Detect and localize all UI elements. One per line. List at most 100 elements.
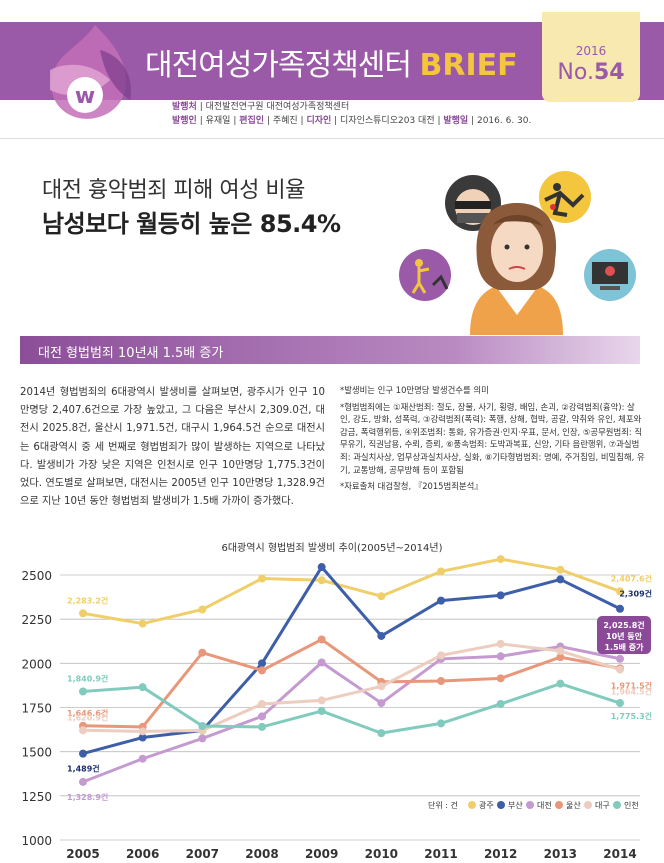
note-item: *자료출처 대검찰청, 『2015범죄분석』 bbox=[340, 481, 483, 492]
legend-label: 인천 bbox=[624, 800, 639, 810]
data-point bbox=[79, 687, 87, 696]
body-paragraph: 2014년 형법범죄의 6대광역시 발생비를 살펴보면, 광주시가 인구 10만… bbox=[20, 387, 325, 508]
data-point bbox=[377, 729, 386, 738]
x-tick-label: 2012 bbox=[484, 847, 517, 861]
callout-text: 10년 동안 bbox=[606, 631, 643, 641]
meta-label: 발행인 bbox=[172, 116, 197, 126]
legend-label: 대구 bbox=[595, 801, 610, 810]
data-point bbox=[496, 699, 505, 708]
data-point bbox=[138, 754, 147, 763]
legend-label: 광주 bbox=[479, 800, 494, 810]
falling-person-icon bbox=[539, 171, 591, 223]
data-point bbox=[317, 658, 326, 667]
data-point bbox=[258, 666, 266, 675]
brand-title: 대전여성가족정책센터 BRIEF bbox=[145, 48, 518, 83]
legend-label: 울산 bbox=[566, 800, 581, 810]
data-point bbox=[377, 699, 386, 708]
data-point bbox=[317, 563, 326, 572]
meta-separator: | bbox=[434, 116, 444, 126]
data-point bbox=[258, 699, 266, 708]
headline-line-2: 남성보다 월등히 높은 85.4% bbox=[42, 210, 341, 238]
note-item: *형법범죄에는 ①재산범죄: 절도, 장물, 사기, 횡령, 배임, 손괴, ②… bbox=[340, 401, 645, 475]
header: w 대전여성가족정책센터 BRIEF 2016 No.54 발행처 | 대전발전… bbox=[0, 0, 664, 135]
x-tick-label: 2008 bbox=[245, 847, 278, 861]
y-tick-label: 1000 bbox=[21, 834, 52, 848]
data-point bbox=[198, 734, 207, 743]
x-tick-label: 2005 bbox=[66, 847, 99, 861]
x-tick-label: 2006 bbox=[126, 847, 159, 861]
data-point bbox=[377, 592, 386, 601]
data-point bbox=[258, 722, 266, 731]
data-point bbox=[496, 652, 505, 661]
data-point bbox=[496, 674, 505, 683]
series-line bbox=[82, 557, 621, 626]
data-point bbox=[258, 574, 266, 583]
headline-line-1: 대전 흉악범죄 피해 여성 비율 bbox=[42, 178, 305, 203]
crime-illustration bbox=[399, 171, 636, 335]
data-point bbox=[496, 639, 505, 648]
data-point bbox=[437, 567, 445, 576]
data-point bbox=[377, 631, 386, 640]
y-tick-label: 1250 bbox=[21, 790, 52, 804]
legend-label: 부산 bbox=[508, 800, 523, 810]
data-point bbox=[437, 677, 445, 685]
legend-swatch bbox=[555, 801, 563, 809]
meta-label: 편집인 bbox=[239, 116, 265, 126]
data-point bbox=[556, 679, 565, 688]
start-value-label: 1,489건 bbox=[67, 764, 100, 774]
data-point bbox=[317, 576, 326, 585]
legend-swatch bbox=[526, 801, 534, 809]
legend-unit: 단위 : 건 bbox=[428, 800, 458, 810]
data-point bbox=[556, 575, 565, 584]
line-chart: 1000 1250 1500 1750 2000 2250 2500 2005 2006 2007… bbox=[21, 555, 652, 861]
worried-woman-figure bbox=[470, 203, 563, 335]
data-point bbox=[437, 596, 445, 605]
data-point bbox=[496, 591, 505, 600]
data-point bbox=[198, 648, 207, 657]
data-point bbox=[79, 749, 87, 758]
legend-swatch bbox=[613, 801, 621, 809]
data-point bbox=[258, 712, 266, 721]
x-tick-label: 2009 bbox=[305, 847, 338, 861]
divider bbox=[0, 138, 664, 139]
issue-year: 2016 bbox=[575, 44, 607, 58]
data-point bbox=[437, 719, 445, 728]
issue-number: No.54 bbox=[557, 60, 625, 85]
series-line bbox=[82, 637, 621, 729]
y-tick-label: 2500 bbox=[21, 569, 52, 583]
start-value-label: 1,646.6건 bbox=[67, 708, 108, 718]
start-value-label: 1,840.9건 bbox=[67, 673, 108, 683]
data-point bbox=[198, 605, 207, 614]
data-point bbox=[616, 587, 624, 596]
data-point bbox=[556, 646, 565, 655]
publication-info-line-2: 발행인 | 유재일 | 편집인 | 주혜진 | 디자인 | 디자인스튜디오203… bbox=[172, 114, 531, 128]
series-line bbox=[82, 682, 621, 735]
data-point bbox=[556, 565, 565, 574]
callout-box bbox=[597, 616, 651, 654]
data-point bbox=[437, 651, 445, 660]
data-point bbox=[79, 777, 87, 786]
y-tick-label: 1500 bbox=[21, 746, 52, 760]
legend-swatch bbox=[497, 801, 505, 809]
x-tick-label: 2007 bbox=[186, 847, 219, 861]
y-tick-label: 2250 bbox=[21, 613, 52, 627]
end-value-label: 1,971.5건 bbox=[611, 680, 652, 690]
data-point bbox=[317, 707, 326, 716]
meta-label: 디자인 bbox=[306, 116, 332, 126]
svg-text:w: w bbox=[75, 84, 95, 109]
meta-label: 발행일 bbox=[443, 116, 469, 126]
data-point bbox=[616, 604, 624, 613]
meta-value: | 유재일 bbox=[196, 116, 231, 126]
meta-separator: | bbox=[297, 116, 307, 126]
data-point bbox=[198, 722, 207, 731]
assault-icon bbox=[399, 249, 451, 301]
data-point bbox=[616, 654, 624, 663]
data-point bbox=[258, 659, 266, 668]
data-point bbox=[138, 619, 147, 628]
data-point bbox=[317, 696, 326, 705]
meta-value: | 주혜진 bbox=[264, 116, 298, 126]
publication-info-line-1: 발행처 | 대전발전연구원 대전여성가족정책센터 bbox=[172, 100, 531, 114]
data-point bbox=[616, 665, 624, 674]
end-value-label: 2,407.6건 bbox=[611, 573, 652, 583]
start-value-label: 1,328.9건 bbox=[67, 792, 108, 802]
